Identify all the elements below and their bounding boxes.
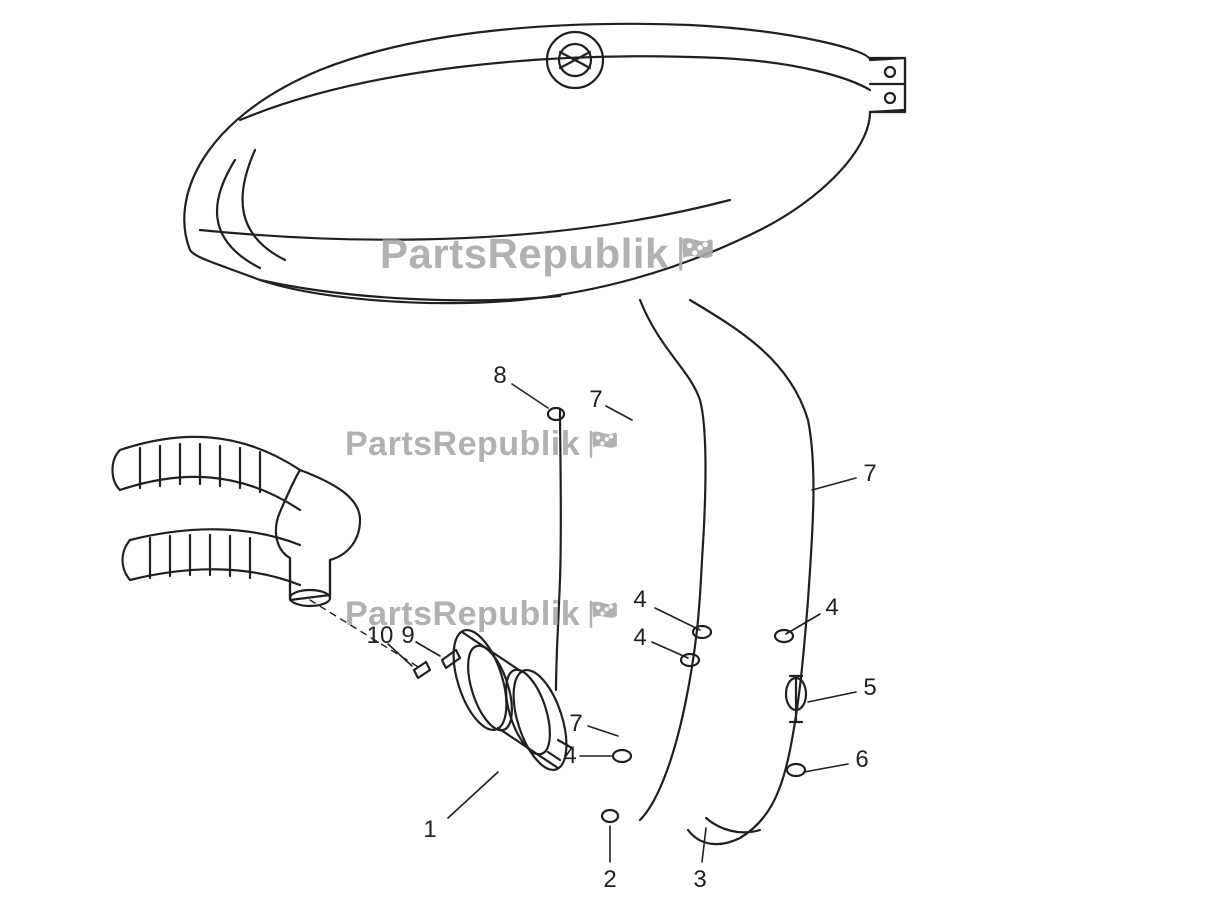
callout-6: 6 xyxy=(855,746,868,774)
callout-8: 8 xyxy=(493,362,506,390)
callout-4: 4 xyxy=(825,594,838,622)
diagram-stage: 1234444567778910 PartsRepublikPartsRepub… xyxy=(0,0,1205,904)
callout-7: 7 xyxy=(863,460,876,488)
callout-5: 5 xyxy=(863,674,876,702)
callout-9: 9 xyxy=(401,622,414,650)
callout-4: 4 xyxy=(633,586,646,614)
callout-7: 7 xyxy=(569,710,582,738)
callout-4: 4 xyxy=(563,742,576,770)
callout-1: 1 xyxy=(423,816,436,844)
callout-3: 3 xyxy=(693,866,706,894)
callout-7: 7 xyxy=(589,386,602,414)
parts-diagram-svg xyxy=(0,0,1205,904)
callout-2: 2 xyxy=(603,866,616,894)
callout-10: 10 xyxy=(367,622,394,650)
callout-4: 4 xyxy=(633,624,646,652)
